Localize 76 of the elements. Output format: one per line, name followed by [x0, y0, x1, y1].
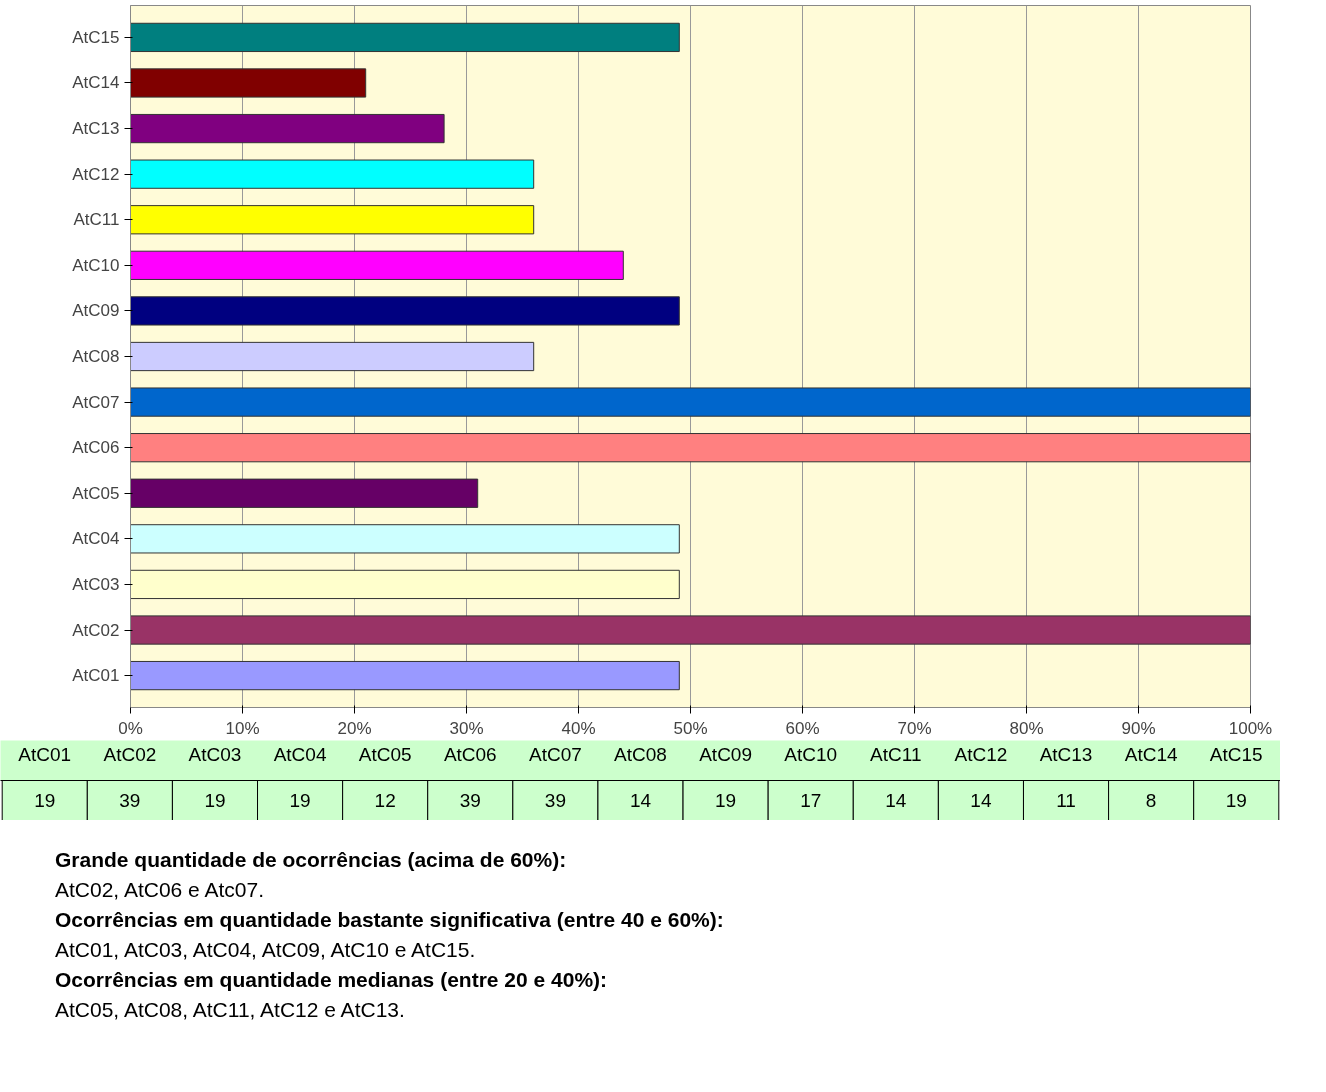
y-tick-label: AtC03: [72, 574, 120, 594]
y-tick-label: AtC15: [72, 27, 120, 47]
bar: [130, 159, 535, 189]
x-tick-label: AtC06: [443, 743, 497, 765]
x-tick-label: 40%: [561, 718, 596, 738]
bar: [130, 68, 367, 98]
bar: [130, 524, 680, 554]
x-tick-label: AtC14: [1124, 743, 1178, 765]
text: AtC02, AtC06 e Atc07.: [55, 877, 265, 903]
bar: [130, 113, 445, 144]
y-tick-label: AtC01: [72, 666, 120, 686]
text: Grande quantidade de ocorrências (acima de 60%):: [55, 847, 568, 873]
x-tick-label: AtC13: [1039, 743, 1093, 765]
x-tick-label: AtC03: [188, 743, 242, 765]
bar: [130, 433, 1251, 463]
data-label: 14: [885, 790, 907, 811]
y-tick-label: AtC08: [72, 347, 120, 366]
data-label: 39: [119, 790, 141, 811]
data-label: 19: [1225, 790, 1247, 811]
y-tick-label: AtC13: [72, 119, 120, 139]
x-tick-label: 90%: [1121, 718, 1156, 738]
data-label: 8: [1145, 790, 1157, 811]
x-tick-label: AtC08: [614, 743, 667, 765]
y-tick-label: AtC12: [72, 164, 120, 184]
x-tick-label: AtC07: [528, 743, 582, 765]
x-tick-label: 80%: [1009, 718, 1044, 738]
bar: [130, 660, 680, 691]
data-label: 11: [1056, 790, 1076, 811]
x-tick-label: 70%: [897, 718, 932, 738]
x-tick-label: 100%: [1228, 718, 1273, 738]
x-tick-label: AtC04: [273, 743, 327, 765]
x-tick-label: AtC15: [1209, 743, 1263, 765]
text: AtC05, AtC08, AtC11, AtC12 e AtC13.: [55, 997, 406, 1023]
y-tick-label: AtC05: [72, 483, 120, 503]
y-tick-label: AtC11: [73, 210, 120, 230]
x-tick-label: AtC02: [103, 743, 157, 765]
bar: [130, 22, 680, 53]
y-tick-label: AtC02: [72, 620, 120, 640]
x-tick-label: 0%: [118, 718, 143, 738]
y-tick-label: AtC14: [72, 73, 120, 93]
text: AtC01, AtC03, AtC04, AtC09, AtC10 e AtC15.: [55, 937, 477, 963]
bar: [130, 341, 535, 372]
data-label: 39: [544, 790, 566, 811]
bar: [130, 615, 1251, 645]
x-tick-label: AtC12: [954, 743, 1008, 765]
bar: [130, 296, 680, 326]
x-tick-label: 20%: [337, 718, 372, 738]
data-label: 19: [34, 790, 56, 811]
y-tick-label: AtC04: [72, 529, 120, 549]
data-label: 39: [459, 790, 481, 811]
bar: [130, 387, 1251, 417]
data-label: 19: [204, 790, 226, 811]
x-tick-label: 60%: [785, 718, 820, 738]
bar: [130, 205, 535, 235]
x-tick-label: AtC01: [18, 743, 72, 765]
y-tick-label: AtC09: [72, 301, 120, 321]
x-tick-label: 50%: [673, 718, 708, 738]
y-tick-label: AtC07: [72, 392, 120, 412]
x-tick-label: AtC11: [870, 743, 922, 765]
x-tick-label: AtC09: [699, 743, 753, 765]
x-tick-label: 30%: [449, 718, 484, 738]
bar: [130, 250, 624, 280]
y-tick-label: AtC10: [72, 255, 120, 275]
x-tick-label: AtC10: [784, 743, 838, 765]
y-tick-label: AtC06: [72, 438, 120, 458]
x-tick-label: AtC05: [358, 743, 412, 765]
data-label: 14: [970, 790, 992, 811]
data-label: 14: [629, 790, 652, 811]
data-label: 17: [800, 790, 822, 811]
x-tick-label: 10%: [225, 718, 260, 738]
data-label: 12: [374, 790, 396, 811]
bar: [130, 478, 479, 508]
text: Ocorrências em quantidade medianas (entre 20 e 40%):: [55, 967, 609, 993]
data-label: 19: [289, 790, 311, 811]
text: Ocorrências em quantidade bastante significativa (entre 40 e 60%):: [55, 907, 724, 933]
data-label: 19: [715, 790, 737, 811]
